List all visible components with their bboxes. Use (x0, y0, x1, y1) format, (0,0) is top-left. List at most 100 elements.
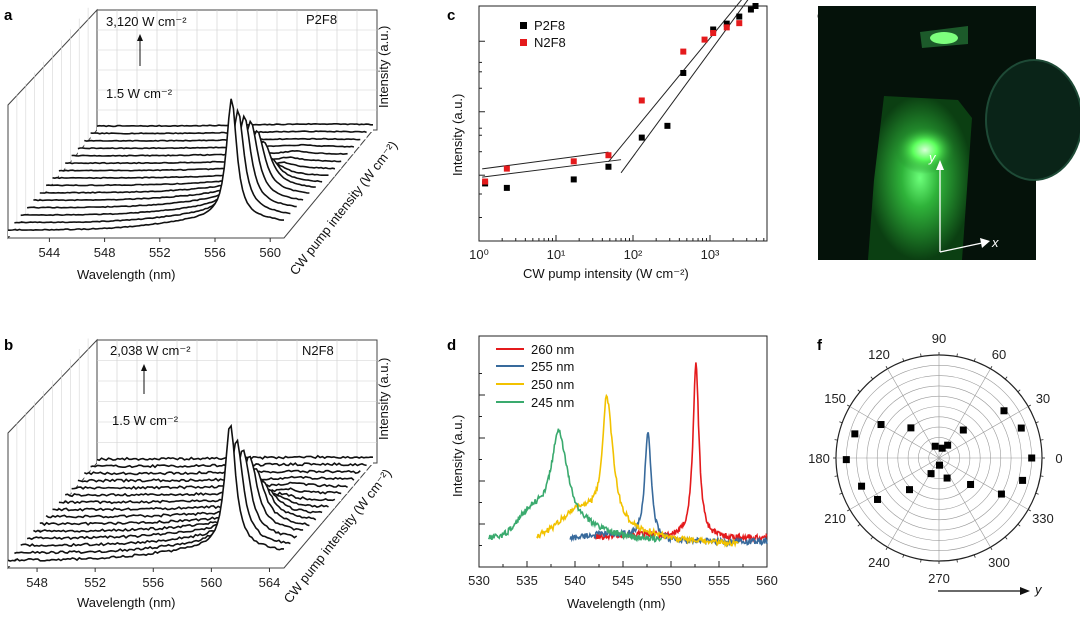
spectrum-line (46, 156, 323, 187)
polar-point (944, 441, 952, 449)
x-tick-label: 530 (468, 573, 490, 588)
chart-a-annotation-arrowhead (137, 34, 143, 41)
spectrum-line (33, 129, 310, 202)
spectrum-line (20, 114, 297, 217)
panel-label-a: a (4, 7, 13, 24)
chart-c-points (482, 3, 759, 191)
data-point-p2f8 (723, 20, 730, 27)
polar-point (851, 430, 859, 438)
polar-spoke (887, 368, 940, 459)
chart-c-legend-swatch-n2f8 (520, 39, 527, 46)
spectrum-line (26, 119, 304, 209)
data-point-n2f8 (605, 152, 612, 159)
polar-tick (973, 554, 976, 558)
x-tick-label: 545 (612, 573, 634, 588)
chart-d-xlabel: Wavelength (nm) (567, 596, 666, 611)
chart-a-zlabel: Intensity (a.u.) (376, 26, 391, 108)
chart-b-curves (7, 423, 374, 566)
x-tick-label: 556 (142, 575, 164, 590)
polar-spoke (849, 457, 940, 510)
angle-label: 330 (1032, 511, 1054, 526)
angle-label: 180 (808, 451, 830, 466)
photo-e-y-label: y (928, 150, 937, 165)
chart-c-ylabel: Intensity (a.u.) (450, 94, 465, 176)
chart-a-curves (8, 98, 373, 236)
polar-tick (1040, 439, 1044, 441)
data-point-p2f8 (710, 26, 717, 33)
photo-e-y-arrowhead (936, 160, 944, 170)
polar-tick (847, 404, 850, 407)
data-point-p2f8 (680, 69, 687, 76)
polar-tick (1035, 492, 1039, 495)
chart-a-annotation-low: 1.5 W cm⁻² (106, 86, 173, 101)
chart-c-fit-lines (482, 0, 749, 178)
spectrum-line (65, 156, 342, 165)
data-point-p2f8 (747, 6, 754, 13)
x-tick-label: 548 (26, 575, 48, 590)
chart-d-legend-260: 260 nm (531, 342, 574, 357)
chart-a-xlabel: Wavelength (nm) (77, 267, 176, 282)
chart-c: 10⁰ 10¹ 10² 10³ P2F8 N2F8 CW pump intensity… (450, 0, 768, 281)
polar-point (907, 424, 915, 432)
spectrum-line (7, 423, 285, 562)
chart-b-sample: N2F8 (302, 343, 334, 358)
x-tick-label: 560 (756, 573, 778, 588)
chart-c-legend-p2f8: P2F8 (534, 18, 565, 33)
photo-e-x-label: x (991, 235, 999, 250)
polar-tick (834, 475, 838, 477)
spectrum-line (58, 161, 336, 172)
spectrum-line (14, 438, 291, 555)
data-point-n2f8 (638, 97, 645, 104)
data-point-p2f8 (503, 184, 510, 191)
polar-point (1019, 476, 1027, 484)
chart-a-grid (16, 7, 377, 228)
chart-d-legend-250: 250 nm (531, 377, 574, 392)
polar-point (1000, 407, 1008, 415)
polar-tick (990, 366, 993, 369)
chart-c-frame (478, 5, 768, 242)
polar-point (927, 470, 935, 478)
photo-e-source-glow (930, 32, 958, 44)
chart-c-xlabel: CW pump intensity (W cm⁻²) (523, 266, 689, 281)
polar-tick (839, 492, 843, 495)
spectrum-line (52, 492, 329, 512)
data-point-p2f8 (664, 122, 671, 129)
photo-e: y x (818, 6, 1080, 260)
angle-label: 120 (868, 347, 890, 362)
spectrum-line (71, 481, 348, 490)
spectrum-line (39, 140, 316, 194)
angle-label: 90 (932, 331, 946, 346)
polar-tick (920, 353, 922, 357)
chart-c-ticks: 10⁰ 10¹ 10² 10³ (469, 40, 765, 262)
photo-e-x-arrowhead (980, 238, 990, 248)
polar-tick (870, 536, 874, 540)
chart-a-xticks: 544 548 552 556 560 (39, 238, 281, 260)
x-tick-label: 555 (708, 573, 730, 588)
angle-label: 210 (824, 511, 846, 526)
angle-label: 300 (988, 555, 1010, 570)
spectrum-line (39, 480, 317, 527)
chart-b-xticks: 548 552 556 560 564 (26, 568, 280, 590)
chart-a-annotation-high: 3,120 W cm⁻² (106, 14, 187, 29)
data-point-n2f8 (701, 36, 708, 43)
spectrum-line (64, 487, 342, 498)
chart-f-angle-labels: 0 30 60 90 120 150 180 210 240 270 300 330 (808, 331, 1062, 586)
polar-point (905, 486, 913, 494)
polar-tick (1004, 536, 1008, 540)
chart-b-annotation-low: 1.5 W cm⁻² (112, 413, 179, 428)
spectrum-line (84, 469, 361, 476)
chart-b-annotation-high: 2,038 W cm⁻² (110, 343, 191, 358)
polar-tick (847, 509, 850, 512)
chart-d-legend-245: 245 nm (531, 395, 574, 410)
spectrum-line (45, 488, 323, 519)
polar-tick (857, 523, 861, 527)
polar-tick (973, 358, 976, 362)
data-point-n2f8 (503, 165, 510, 172)
angle-label: 30 (1036, 391, 1050, 406)
fit-line (620, 0, 749, 174)
polar-point (1028, 454, 1036, 462)
chart-c-legend-n2f8: N2F8 (534, 35, 566, 50)
chart-d: 530 535 540 545 550 555 560 260 nm 255 nm 250 … (450, 335, 778, 611)
spectrum-245-nm (487, 428, 663, 543)
